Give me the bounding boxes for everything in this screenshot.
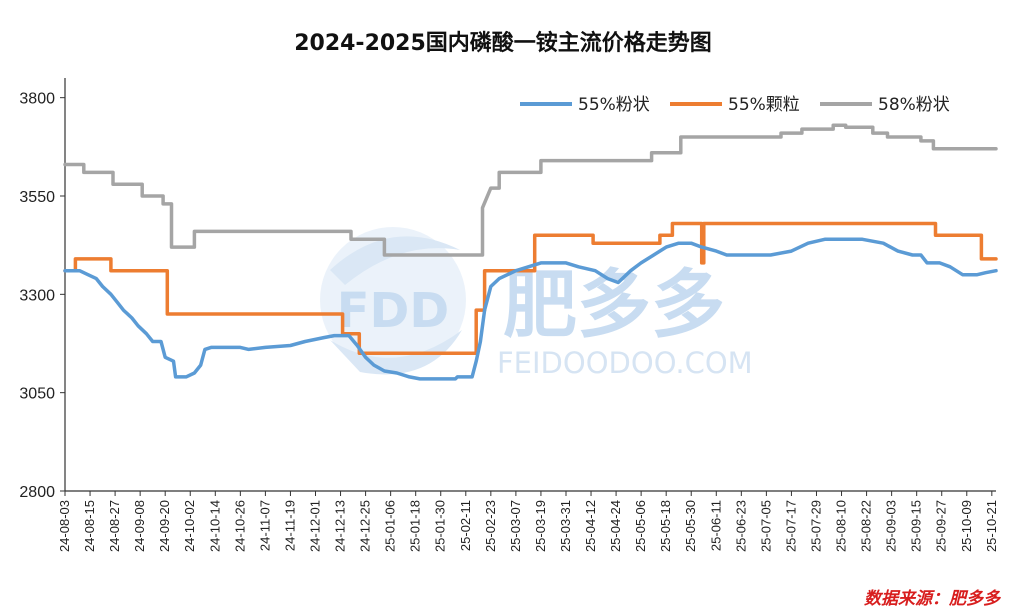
x-tick-label: 25-08-10 [834,500,849,552]
x-tick-label: 25-07-29 [808,500,823,552]
x-tick-label: 25-03-31 [558,500,573,552]
x-tick-label: 25-05-06 [633,500,648,552]
x-tick-label: 25-02-11 [458,500,473,551]
x-tick-label: 25-06-23 [733,500,748,552]
x-tick-label: 25-01-06 [383,500,398,552]
x-tick-label: 25-09-03 [884,500,899,552]
watermark-site-text: FEIDOODOO.COM [497,346,753,380]
x-tick-label: 24-11-19 [282,500,297,551]
x-tick-label: 24-08-27 [107,500,122,552]
legend: 55%粉状 55%颗粒 58%粉状 [520,95,950,115]
series-line-0 [63,237,998,381]
axes: 2800 3050 3300 3550 3800 24-08-03 24-08-15 24-0… [19,78,999,552]
x-tick-label: 24-08-15 [82,500,97,552]
y-tick-label: 3050 [19,386,55,403]
y-tick-label: 3800 [19,91,55,108]
legend-label-2: 58%粉状 [878,95,950,115]
x-tick-label: 24-10-14 [207,500,222,552]
x-tick-label: 25-01-30 [433,500,448,552]
x-tick-label: 24-10-02 [182,500,197,552]
x-tick-label: 24-12-25 [358,500,373,552]
legend-label-0: 55%粉状 [578,95,650,115]
x-tick-label: 25-04-24 [608,500,623,552]
x-tick-label: 25-06-11 [708,500,723,551]
y-tick-label: 3300 [19,287,55,304]
watermark-brand-text: 肥多多 [503,262,725,348]
x-tick-label: 25-10-09 [959,500,974,552]
x-tick-label: 24-11-07 [257,500,272,551]
source-note: 数据来源：肥多多 [864,589,1002,609]
x-tick-label: 25-09-27 [934,500,949,552]
x-tick-label: 25-03-19 [533,500,548,552]
x-tick-label: 25-07-05 [758,500,773,552]
x-tick-label: 24-09-20 [157,500,172,552]
x-tick-label: 25-07-17 [783,500,798,552]
x-tick-label: 24-10-26 [232,500,247,552]
x-tick-label: 25-08-22 [859,500,874,552]
y-tick-label: 3550 [19,189,55,206]
x-tick-label: 25-09-15 [909,500,924,552]
watermark-wave-bottom [330,330,462,375]
series-layer [63,123,998,381]
x-tick-label: 25-03-07 [508,500,523,552]
legend-label-1: 55%颗粒 [728,95,800,115]
x-tick-label: 24-08-03 [57,500,72,552]
x-tick-label: 24-12-01 [307,500,322,552]
watermark-wave-top [330,236,460,285]
x-tick-label: 25-04-12 [583,500,598,552]
chart-title: 2024-2025国内磷酸一铵主流价格走势图 [294,30,712,56]
x-tick-label: 24-09-08 [132,500,147,552]
y-tick-label: 2800 [19,484,55,501]
x-tick-label: 25-05-18 [658,500,673,552]
watermark-logo-text: FDD [337,283,449,339]
x-tick-label: 24-12-13 [333,500,348,552]
series-line-2 [63,123,998,257]
x-tick-label: 25-10-21 [984,500,999,552]
series-line-1 [63,221,998,356]
x-tick-label: 25-05-30 [683,500,698,552]
x-tick-label: 25-01-18 [408,500,423,552]
fdd-watermark-logo: FDD 肥多多 FEIDOODOO.COM [320,227,753,380]
x-tick-label: 25-02-23 [483,500,498,552]
